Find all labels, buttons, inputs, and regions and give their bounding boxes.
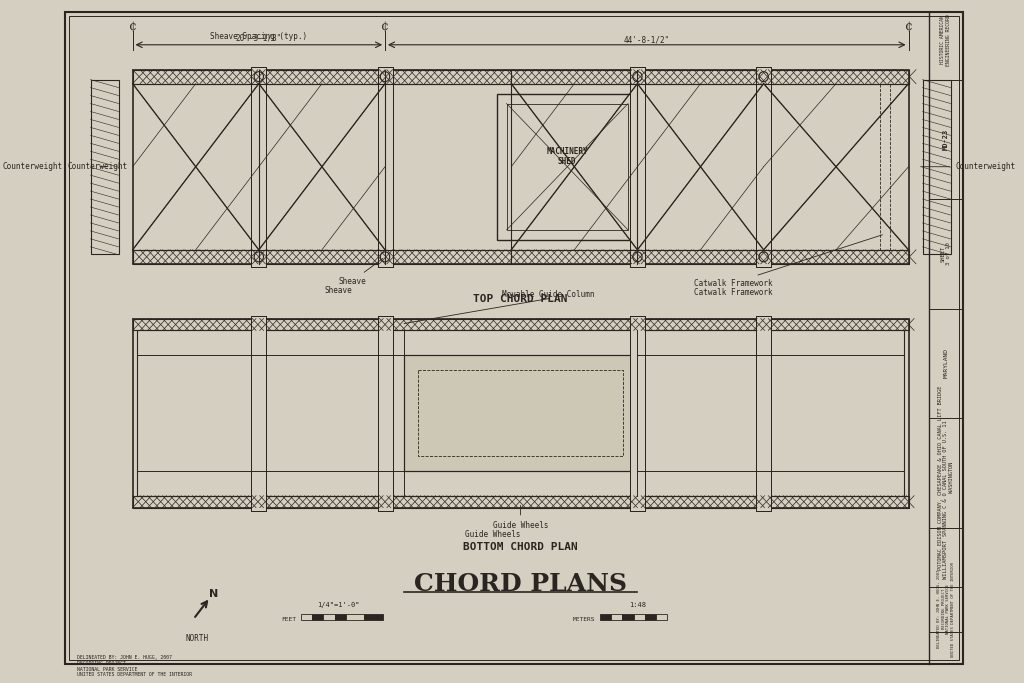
Bar [756, 316, 771, 511]
Bar [404, 355, 637, 471]
Text: DELINEATED BY: JOHN E. HUGG, 2007
RECORDING PROJECT
NATIONAL PARK SERVICE
UNITED: DELINEATED BY: JOHN E. HUGG, 2007 RECORD… [937, 561, 954, 656]
Bar [378, 67, 392, 267]
Bar [611, 614, 623, 620]
Bar [630, 67, 645, 267]
Text: 44'-8-1/2": 44'-8-1/2" [624, 36, 670, 44]
Text: WILLIAMSPORT: WILLIAMSPORT [943, 540, 948, 579]
Bar [630, 67, 645, 267]
Bar [378, 67, 392, 267]
Text: HISTORIC AMERICAN
ENGINEERING RECORD: HISTORIC AMERICAN ENGINEERING RECORD [940, 14, 951, 66]
Text: Sheave Spacing (typ.): Sheave Spacing (typ.) [210, 32, 307, 42]
Bar [630, 316, 645, 511]
Text: Sheave: Sheave [338, 258, 383, 285]
Text: Movable Guide Column: Movable Guide Column [503, 290, 595, 298]
Bar [600, 614, 611, 620]
Bar [90, 80, 119, 254]
Bar [251, 316, 266, 511]
Text: BOTTOM CHORD PLAN: BOTTOM CHORD PLAN [463, 542, 578, 553]
Text: FEET: FEET [282, 617, 296, 622]
Text: MD-23: MD-23 [943, 128, 949, 150]
Text: METERS: METERS [572, 617, 595, 622]
Text: Guide Wheels: Guide Wheels [465, 529, 520, 539]
Bar [404, 355, 637, 471]
Bar [498, 94, 637, 240]
Text: MACHINERY
SHED: MACHINERY SHED [547, 147, 588, 167]
Bar [756, 67, 771, 267]
Bar [756, 316, 771, 511]
Bar [301, 614, 312, 620]
Bar [507, 104, 628, 230]
Text: Counterweight: Counterweight [2, 163, 62, 171]
Bar [133, 496, 908, 507]
Bar [335, 614, 346, 620]
Bar [251, 67, 266, 267]
Bar [133, 70, 908, 264]
Bar [324, 614, 335, 620]
Bar [137, 331, 904, 496]
Text: N: N [209, 589, 218, 599]
Text: ¢: ¢ [381, 20, 389, 33]
Text: Counterweight: Counterweight [921, 163, 1016, 171]
Text: ¢: ¢ [129, 20, 136, 33]
Bar [378, 316, 392, 511]
Bar [378, 316, 392, 511]
Bar [251, 316, 266, 511]
Bar [634, 614, 645, 620]
Text: 20'-3-1/8": 20'-3-1/8" [236, 33, 282, 43]
Text: Catwalk Framework: Catwalk Framework [693, 235, 883, 288]
Bar [645, 614, 656, 620]
Bar [133, 70, 908, 83]
Bar [923, 80, 950, 254]
Bar [630, 316, 645, 511]
Text: Catwalk Framework: Catwalk Framework [693, 288, 772, 296]
Text: Counterweight: Counterweight [68, 163, 127, 171]
Text: TOP CHORD PLAN: TOP CHORD PLAN [473, 294, 568, 304]
Text: Guide Wheels: Guide Wheels [493, 505, 548, 529]
Bar [133, 250, 908, 264]
Text: DELINEATED BY: JOHN E. HUGG, 2007
RECORDING PROJECT
NATIONAL PARK SERVICE
UNITED: DELINEATED BY: JOHN E. HUGG, 2007 RECORD… [77, 655, 191, 678]
Bar [251, 67, 266, 267]
Text: CHORD PLANS: CHORD PLANS [414, 572, 627, 596]
Bar [133, 318, 908, 331]
Text: Sheave: Sheave [325, 285, 352, 294]
Text: 1:48: 1:48 [629, 602, 646, 608]
Bar [365, 614, 383, 620]
Text: POTOMAC EDISON COMPANY, CHESAPEAKE & OHIO CANAL LIFT BRIDGE
SPANNING C & O CANAL: POTOMAC EDISON COMPANY, CHESAPEAKE & OHI… [938, 386, 954, 570]
Bar [756, 67, 771, 267]
Text: ¢: ¢ [904, 20, 912, 33]
Bar [312, 614, 324, 620]
Bar [623, 614, 634, 620]
Text: MARYLAND: MARYLAND [943, 348, 948, 378]
Text: 1/4"=1'-0": 1/4"=1'-0" [317, 602, 359, 608]
Text: SHEET
3 of 10: SHEET 3 of 10 [940, 242, 951, 265]
Bar [656, 614, 668, 620]
Bar [346, 614, 365, 620]
Text: NORTH: NORTH [185, 634, 209, 643]
Bar [133, 318, 908, 507]
